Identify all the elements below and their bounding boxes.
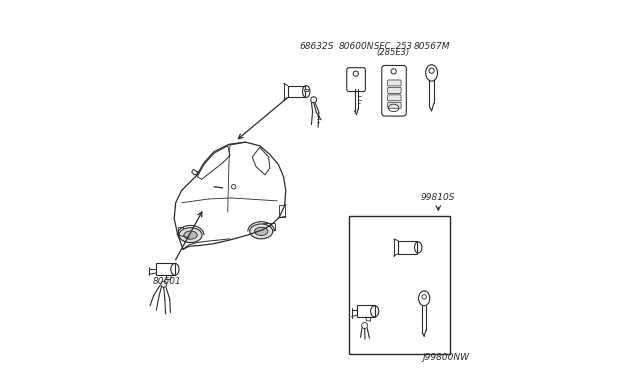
FancyBboxPatch shape (388, 87, 401, 93)
FancyBboxPatch shape (388, 80, 401, 86)
Circle shape (391, 69, 396, 74)
Ellipse shape (250, 224, 273, 239)
Bar (398, 241, 417, 254)
Bar (349, 216, 450, 354)
Ellipse shape (179, 228, 202, 243)
Bar (357, 305, 375, 317)
Text: J99800NW: J99800NW (423, 353, 470, 362)
Text: 80601: 80601 (152, 277, 181, 286)
Bar (178, 227, 184, 235)
Circle shape (422, 295, 426, 299)
Bar (156, 263, 175, 275)
Bar (287, 86, 305, 97)
Bar (279, 205, 285, 217)
Text: 80600N: 80600N (339, 42, 374, 51)
Circle shape (353, 71, 358, 76)
Ellipse shape (184, 231, 197, 239)
Bar (264, 223, 275, 230)
Text: SEC. 253: SEC. 253 (374, 42, 412, 51)
FancyBboxPatch shape (388, 95, 401, 101)
Text: 68632S: 68632S (299, 42, 333, 51)
Ellipse shape (255, 227, 268, 235)
FancyBboxPatch shape (388, 102, 401, 108)
Text: (285E3): (285E3) (377, 48, 410, 57)
Text: 80567M: 80567M (413, 42, 450, 51)
Text: 99810S: 99810S (421, 193, 456, 202)
Circle shape (429, 68, 434, 73)
Bar (305, 89, 308, 91)
